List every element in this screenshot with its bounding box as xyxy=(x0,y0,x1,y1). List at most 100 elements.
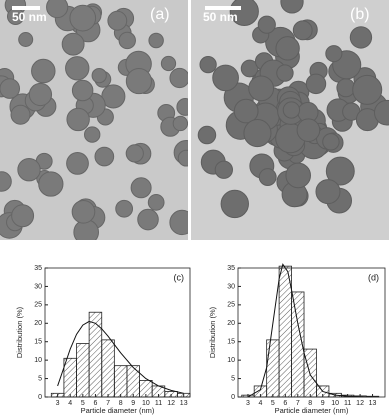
particle xyxy=(275,36,300,61)
particle xyxy=(214,160,233,179)
y-tick-label: 30 xyxy=(227,283,235,290)
x-tick-label: 5 xyxy=(271,400,275,407)
bar xyxy=(126,365,140,398)
particle xyxy=(125,144,144,163)
panel-label: (b) xyxy=(350,6,370,23)
particle xyxy=(147,194,165,211)
particle xyxy=(176,98,188,116)
particle xyxy=(107,10,128,31)
plot-frame xyxy=(44,267,191,398)
y-tick-label: 35 xyxy=(34,265,42,272)
x-tick-label: 12 xyxy=(356,400,364,407)
particle xyxy=(240,59,259,78)
particle xyxy=(315,179,341,205)
y-axis-label: Distribution (%) xyxy=(208,306,217,358)
x-tick-label: 3 xyxy=(246,400,250,407)
particle xyxy=(160,55,177,72)
y-tick-label: 25 xyxy=(34,302,42,309)
x-tick-label: 7 xyxy=(296,400,300,407)
particle xyxy=(199,55,217,74)
x-tick-label: 9 xyxy=(131,400,135,407)
y-tick-label: 0 xyxy=(38,394,42,401)
particle xyxy=(285,162,311,189)
x-tick-label: 13 xyxy=(369,400,377,407)
y-tick-label: 20 xyxy=(34,320,42,327)
particle xyxy=(169,67,188,89)
particle xyxy=(73,219,99,240)
fit-curve xyxy=(247,263,373,398)
particle xyxy=(61,32,85,56)
bar xyxy=(101,339,115,398)
particle xyxy=(69,4,97,32)
bar xyxy=(76,343,90,398)
x-tick-label: 7 xyxy=(106,400,110,407)
particle xyxy=(94,146,115,167)
panel-label: (d) xyxy=(368,272,379,282)
x-tick-label: 6 xyxy=(93,400,97,407)
x-tick-label: 6 xyxy=(283,400,287,407)
x-axis-label: Particle diameter (nm) xyxy=(81,406,155,415)
particle xyxy=(46,0,69,19)
particle xyxy=(280,0,304,14)
particle xyxy=(172,115,188,132)
y-tick-label: 15 xyxy=(34,339,42,346)
x-tick-label: 4 xyxy=(68,400,72,407)
particle xyxy=(137,208,159,231)
particle xyxy=(38,171,64,197)
particle xyxy=(125,67,152,95)
particle xyxy=(282,101,301,119)
particle xyxy=(71,199,96,224)
panel-label: (a) xyxy=(150,6,170,23)
particle xyxy=(352,74,383,105)
y-tick-label: 10 xyxy=(34,357,42,364)
y-tick-label: 5 xyxy=(231,375,235,382)
particle xyxy=(71,79,94,102)
particle xyxy=(91,67,107,84)
particle xyxy=(276,64,294,82)
particle xyxy=(169,209,188,236)
particle xyxy=(118,31,136,50)
particle xyxy=(258,168,277,186)
x-tick-label: 10 xyxy=(142,400,150,407)
particle xyxy=(292,20,313,41)
x-axis-label: Particle diameter (nm) xyxy=(275,406,349,415)
plot-frame xyxy=(237,267,386,398)
y-tick-label: 30 xyxy=(34,283,42,290)
y-tick-label: 10 xyxy=(227,357,235,364)
x-tick-label: 12 xyxy=(167,400,175,407)
x-tick-label: 8 xyxy=(308,400,312,407)
y-tick-label: 5 xyxy=(38,375,42,382)
particle xyxy=(325,156,355,186)
bar xyxy=(113,365,128,398)
particle xyxy=(243,119,272,148)
bar xyxy=(63,357,77,398)
x-tick-label: 8 xyxy=(119,400,123,407)
particle xyxy=(130,177,152,199)
x-tick-label: 4 xyxy=(258,400,262,407)
particle xyxy=(325,45,343,63)
y-tick-label: 25 xyxy=(227,302,235,309)
particle xyxy=(349,26,373,49)
y-tick-label: 20 xyxy=(227,320,235,327)
particle xyxy=(336,78,356,98)
particle xyxy=(65,56,90,81)
particle xyxy=(296,118,321,142)
particle xyxy=(18,31,34,48)
particle xyxy=(31,58,56,84)
particle xyxy=(177,149,188,167)
x-tick-label: 13 xyxy=(180,400,188,407)
particle xyxy=(305,73,327,95)
x-tick-label: 5 xyxy=(81,400,85,407)
particle xyxy=(17,158,41,182)
particle xyxy=(66,107,90,132)
particle xyxy=(28,82,53,107)
bar xyxy=(88,311,103,398)
particle xyxy=(0,171,12,192)
particle xyxy=(11,204,35,228)
particle xyxy=(10,104,31,125)
particle xyxy=(66,152,89,175)
x-tick-label: 10 xyxy=(331,400,339,407)
scale-label: 50 nm xyxy=(12,10,47,24)
particle xyxy=(84,126,101,143)
